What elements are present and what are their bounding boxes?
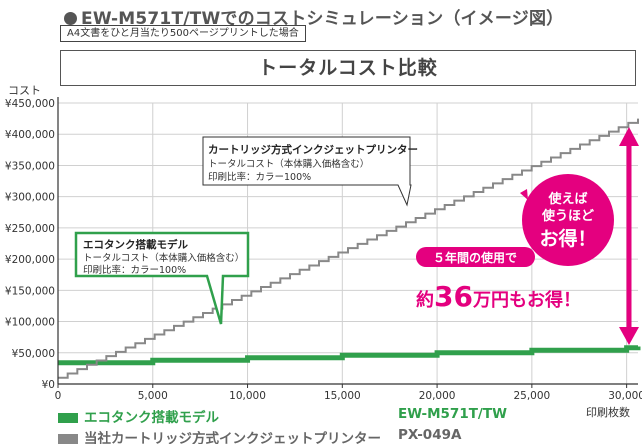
condition-note: A4文書をひと月当たり500ページプリントした場合 <box>60 25 306 42</box>
x-tick-label: 30,000 <box>608 390 642 402</box>
savings-amount: 36 <box>434 280 473 313</box>
savings-badge: 使えば 使うほど お得！ <box>520 174 614 266</box>
callout-eco-line2: 印刷比率：カラー100% <box>83 264 186 276</box>
y-tick-label: ¥400,000 <box>5 129 55 141</box>
callout-eco-title: エコタンク搭載モデル <box>83 238 188 251</box>
callout-eco-line1: トータルコスト（本体購入価格含む） <box>83 252 244 264</box>
savings-amount-line: 約36万円もお得！ <box>416 280 581 313</box>
y-tick-label: ¥300,000 <box>5 192 55 204</box>
x-tick-label: 5,000 <box>138 390 168 402</box>
savings-banner: ５年間の使用で <box>433 250 517 265</box>
legend-eco-label: エコタンク搭載モデル <box>84 410 219 426</box>
y-tick-label: ¥200,000 <box>5 254 55 266</box>
x-tick-label: 20,000 <box>419 390 456 402</box>
badge-line1: 使えば <box>547 191 587 207</box>
badge-line2: 使うほど <box>541 208 594 224</box>
savings-prefix: 約 <box>416 289 434 311</box>
legend-cartridge: 当社カートリッジ方式インクジェットプリンター PX-049A <box>58 427 461 444</box>
legend-cartridge-label: 当社カートリッジ方式インクジェットプリンター <box>84 431 381 444</box>
savings-suffix: 万円もお得！ <box>472 289 581 311</box>
chart-title: トータルコスト比較 <box>60 50 636 86</box>
callout-cartridge-line1: トータルコスト（本体購入価格含む） <box>208 158 369 170</box>
callout-cartridge-title: カートリッジ方式インクジェットプリンター <box>208 143 418 156</box>
page-header: EW-M571T/TWでのコストシミュレーション（イメージ図） <box>64 4 563 29</box>
series-lines <box>58 118 641 379</box>
badge-line3: お得！ <box>539 227 596 250</box>
y-axis-label: コスト <box>8 84 41 97</box>
y-tick-labels: ¥0 ¥50,000 ¥100,000 ¥150,000 ¥200,000 ¥250,00… <box>5 98 55 391</box>
x-tick-label: 0 <box>55 390 62 402</box>
y-tick-label: ¥150,000 <box>5 285 55 297</box>
x-axis-label: 印刷枚数 <box>586 405 630 419</box>
x-tick-labels: 0 5,000 10,000 15,000 20,000 25,000 30,000 <box>55 390 642 402</box>
x-tick-label: 10,000 <box>229 390 266 402</box>
legend-cartridge-swatch <box>58 434 78 444</box>
legend-eco-model: EW-M571T/TW <box>398 406 507 422</box>
header-title: EW-M571T/TWでのコストシミュレーション（イメージ図） <box>81 9 564 29</box>
y-tick-label: ¥350,000 <box>5 160 55 172</box>
x-tick-label: 25,000 <box>513 390 550 402</box>
y-tick-label: ¥100,000 <box>5 317 55 329</box>
callout-eco: エコタンク搭載モデル トータルコスト（本体購入価格含む） 印刷比率：カラー100… <box>74 231 250 325</box>
x-tick-label: 15,000 <box>324 390 361 402</box>
series-line-eco <box>58 345 641 366</box>
legend-eco-swatch <box>58 413 78 423</box>
axes <box>57 97 638 388</box>
series-line-cartridge <box>58 118 639 379</box>
savings-message: ５年間の使用で 約36万円もお得！ <box>416 247 581 313</box>
legend-cartridge-model: PX-049A <box>398 427 462 443</box>
y-tick-label: ¥50,000 <box>12 348 55 360</box>
y-tick-label: ¥250,000 <box>5 223 55 235</box>
bullet-dot <box>64 12 77 25</box>
legend-eco: エコタンク搭載モデル EW-M571T/TW <box>58 406 507 426</box>
difference-arrow <box>619 127 639 345</box>
y-tick-label: ¥450,000 <box>5 98 55 110</box>
callout-cartridge: カートリッジ方式インクジェットプリンター トータルコスト（本体購入価格含む） 印… <box>202 136 418 207</box>
y-tick-label: ¥0 <box>42 379 55 391</box>
callout-cartridge-line2: 印刷比率：カラー100% <box>208 171 311 183</box>
